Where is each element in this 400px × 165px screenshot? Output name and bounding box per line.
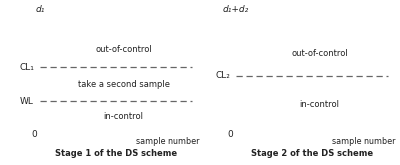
Text: out-of-control: out-of-control xyxy=(291,49,348,58)
Text: Stage 1 of the DS scheme: Stage 1 of the DS scheme xyxy=(55,149,177,158)
Text: sample number: sample number xyxy=(136,137,200,146)
Text: CL₁: CL₁ xyxy=(19,63,34,72)
Text: in-control: in-control xyxy=(300,100,340,109)
Text: d₁: d₁ xyxy=(35,5,45,14)
Text: WL: WL xyxy=(20,97,34,106)
Text: 0: 0 xyxy=(31,130,37,139)
Text: sample number: sample number xyxy=(332,137,396,146)
Text: take a second sample: take a second sample xyxy=(78,80,170,89)
Text: Stage 2 of the DS scheme: Stage 2 of the DS scheme xyxy=(251,149,373,158)
Text: out-of-control: out-of-control xyxy=(95,45,152,54)
Text: CL₂: CL₂ xyxy=(215,71,230,80)
Text: 0: 0 xyxy=(227,130,233,139)
Text: in-control: in-control xyxy=(104,112,144,121)
Text: d₁+d₂: d₁+d₂ xyxy=(223,5,249,14)
